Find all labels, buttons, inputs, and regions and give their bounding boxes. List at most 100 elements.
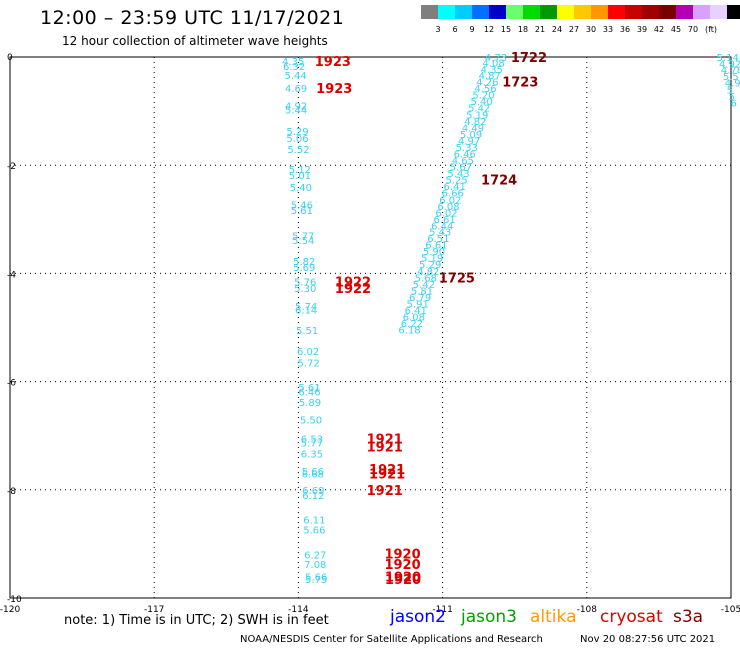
- wave-height-value: 5.67: [450, 162, 472, 173]
- scale-tick-label: 45: [670, 25, 682, 34]
- wave-height-value: 5.51: [296, 326, 318, 337]
- wave-height-value: 5.81: [411, 287, 433, 298]
- wave-height-value: 5.44: [285, 105, 307, 116]
- scale-tick-label: 21: [534, 25, 546, 34]
- pass-time-label: 1920: [384, 558, 420, 573]
- wave-height-value: 5: [727, 85, 733, 96]
- scale-tick-label: 39: [636, 25, 648, 34]
- wave-height-value: 4.82: [464, 117, 486, 128]
- wave-height-value: 6.41: [444, 182, 466, 193]
- scale-swatch: [489, 5, 506, 19]
- wave-height-value: 5.76: [294, 278, 316, 289]
- wave-height-value: 5.20: [472, 90, 494, 101]
- scale-tick-label: 15: [500, 25, 512, 34]
- wave-height-value: 5.42: [468, 103, 490, 114]
- wave-height-value: 6: [731, 98, 737, 109]
- credit-line: NOAA/NESDIS Center for Satellite Applica…: [240, 634, 543, 645]
- generated-timestamp: Nov 20 08:27:56 UTC 2021: [580, 634, 716, 645]
- wave-height-value: 5.29: [286, 127, 308, 138]
- wave-height-value: 6.61: [425, 241, 447, 252]
- wave-height-value: 6.46: [298, 387, 320, 398]
- wave-height-value: 6.51: [427, 234, 449, 245]
- wave-height-value: 4.73: [485, 53, 507, 64]
- wave-height-value: 6.41: [405, 306, 427, 317]
- pass-time-label: 1923: [315, 55, 351, 70]
- wave-height-value: 6.08: [437, 202, 459, 213]
- wave-height-value: 6.53: [301, 434, 323, 445]
- scale-tick-label: 12: [483, 25, 495, 34]
- wave-height-value: 5.14: [717, 53, 739, 64]
- wave-height-value: 5.54: [292, 236, 314, 247]
- wave-height-value: 5.50: [300, 415, 322, 426]
- scale-swatch: [557, 5, 574, 19]
- wave-height-value: 6.22: [401, 319, 423, 330]
- wave-height-value: 4.35: [282, 57, 304, 68]
- scale-tick-label: 27: [568, 25, 580, 34]
- scale-tick-label: 36: [619, 25, 631, 34]
- wave-height-value: 6.79: [409, 293, 431, 304]
- wave-height-value: 5.82: [293, 257, 315, 268]
- scale-swatch: [506, 5, 523, 19]
- map-frame: [9, 56, 732, 599]
- y-tick-label: -4: [7, 270, 16, 280]
- scale-swatch: [438, 5, 455, 19]
- wave-height-value: 7.08: [304, 560, 326, 571]
- wave-height-value: 4.69: [285, 84, 307, 95]
- x-tick-label: -108: [577, 605, 598, 615]
- x-tick-label: -120: [0, 605, 20, 615]
- wave-height-value: 5.66: [305, 572, 327, 583]
- legend-altika: altika: [530, 607, 577, 627]
- wave-height-value: 5.61: [298, 383, 320, 394]
- wave-height-value: 6.12: [302, 491, 324, 502]
- wave-height-value: 4.82: [417, 267, 439, 278]
- page-subtitle: 12 hour collection of altimeter wave hei…: [62, 34, 328, 48]
- pass-time-label: 1921: [367, 484, 403, 499]
- scale-tick-label: 30: [585, 25, 597, 34]
- scale-swatch: [659, 5, 676, 19]
- y-tick-label: -2: [7, 162, 16, 172]
- wave-height-value: 5.69: [293, 263, 315, 274]
- pass-time-label: 1724: [481, 173, 517, 188]
- scale-swatch: [591, 5, 608, 19]
- wave-height-value: 6.02: [435, 208, 457, 219]
- pass-time-label: 1922: [335, 282, 371, 297]
- pass-time-label: 1722: [511, 51, 547, 66]
- wave-height-value: 5.61: [291, 206, 313, 217]
- scale-tick-label: 18: [517, 25, 529, 34]
- pass-time-label: 1725: [439, 272, 475, 287]
- scale-swatch: [693, 5, 710, 19]
- x-tick-label: -117: [144, 605, 164, 615]
- wave-height-value: 5.66: [303, 525, 325, 536]
- footer-note: note: 1) Time is in UTC; 2) SWH is in fe…: [64, 613, 329, 628]
- pass-time-label: 1922: [335, 276, 371, 291]
- x-tick-label: -111: [432, 605, 452, 615]
- wave-height-value: 5.42: [413, 280, 435, 291]
- wave-height-value: 6.46: [454, 149, 476, 160]
- wave-height-value: 5.43: [429, 228, 451, 239]
- wave-height-value: 5.19: [466, 110, 488, 121]
- wave-height-value: 6.02: [439, 195, 461, 206]
- wave-height-value: 5.25: [445, 175, 467, 186]
- y-tick-label: -10: [7, 595, 22, 605]
- wave-height-value: 5.40: [470, 97, 492, 108]
- scale-swatch: [540, 5, 557, 19]
- scale-tick-label: 6: [452, 25, 458, 34]
- wave-height-value: 5.44: [284, 71, 306, 82]
- wave-height-value: 6.68: [302, 470, 324, 481]
- wave-height-value: 5.77: [292, 232, 314, 243]
- y-tick-label: -6: [7, 379, 16, 389]
- wave-height-value: 4.9: [725, 78, 740, 89]
- wave-height-value: 5.74: [295, 302, 317, 313]
- wave-height-value: 5.72: [297, 359, 319, 370]
- page-title: 12:00 – 23:59 UTC 11/17/2021: [40, 7, 345, 29]
- wave-height-value: 4.65: [452, 156, 474, 167]
- scale-swatch: [574, 5, 591, 19]
- wave-height-value: 5.52: [287, 145, 309, 156]
- wave-height-value: 6.18: [398, 326, 420, 337]
- scale-swatch: [642, 5, 659, 19]
- wave-height-value: 5.06: [286, 134, 308, 145]
- legend-cryosat: cryosat: [600, 607, 663, 627]
- wave-height-value: 6.11: [303, 516, 325, 527]
- wave-height-value: 6.44: [431, 221, 453, 232]
